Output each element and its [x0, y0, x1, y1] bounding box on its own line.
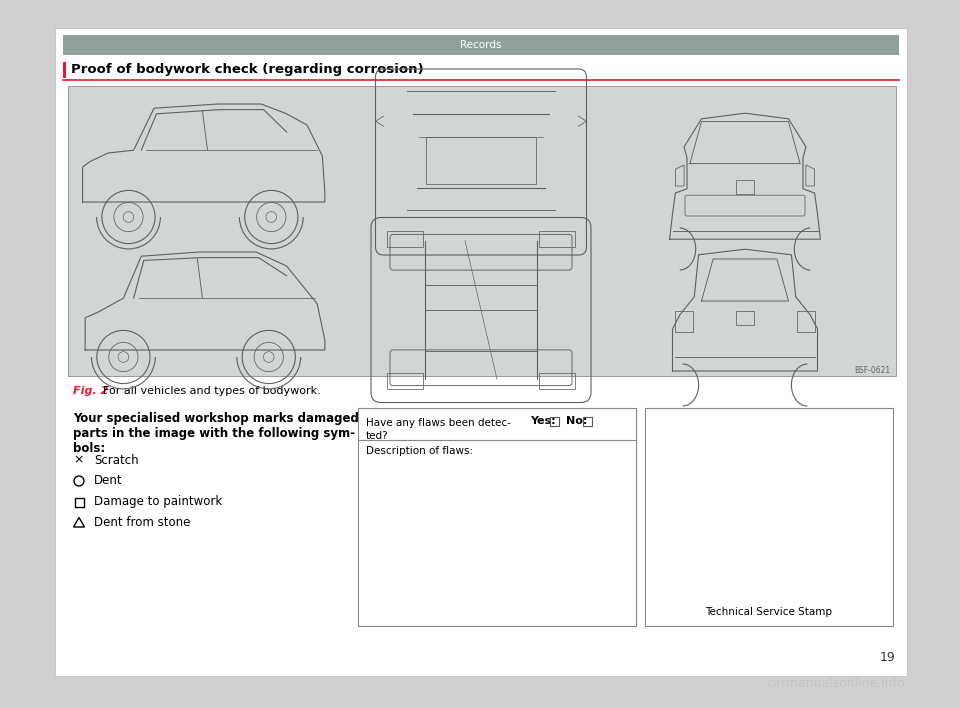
Bar: [63, 62, 66, 78]
Bar: [550, 417, 559, 426]
Bar: [736, 181, 754, 195]
Text: carmanualsonline.info: carmanualsonline.info: [766, 677, 905, 690]
Text: No:: No:: [566, 416, 588, 426]
Text: parts in the image with the following sym-: parts in the image with the following sy…: [73, 427, 355, 440]
Text: Yes:: Yes:: [530, 416, 556, 426]
Bar: [387, 231, 423, 247]
Bar: [358, 408, 636, 626]
Text: 19: 19: [879, 651, 895, 664]
Text: Proof of bodywork check (regarding corrosion): Proof of bodywork check (regarding corro…: [71, 64, 423, 76]
Text: For all vehicles and types of bodywork.: For all vehicles and types of bodywork.: [103, 386, 321, 396]
Bar: [676, 311, 693, 332]
Bar: [68, 86, 896, 376]
Text: Technical Service Stamp: Technical Service Stamp: [706, 607, 832, 617]
Text: Dent: Dent: [94, 474, 123, 488]
Text: Records: Records: [460, 40, 502, 50]
Text: BSF-0621: BSF-0621: [853, 366, 890, 375]
Bar: [736, 311, 754, 325]
Text: ×: ×: [74, 454, 84, 467]
Text: Have any flaws been detec-
ted?: Have any flaws been detec- ted?: [366, 418, 511, 441]
Bar: [387, 372, 423, 389]
Bar: [63, 35, 899, 55]
Bar: [55, 28, 907, 676]
Bar: [539, 372, 575, 389]
Bar: [583, 417, 592, 426]
Bar: [797, 311, 815, 332]
Text: Scratch: Scratch: [94, 454, 138, 467]
Bar: [645, 408, 893, 626]
Text: Damage to paintwork: Damage to paintwork: [94, 496, 223, 508]
Bar: [75, 498, 84, 506]
Bar: [426, 137, 536, 184]
Text: Fig. 2: Fig. 2: [73, 386, 108, 396]
Text: Dent from stone: Dent from stone: [94, 517, 190, 530]
Text: bols:: bols:: [73, 442, 106, 455]
Bar: [539, 231, 575, 247]
Text: Description of flaws:: Description of flaws:: [366, 446, 473, 456]
Text: Your specialised workshop marks damaged: Your specialised workshop marks damaged: [73, 412, 359, 425]
